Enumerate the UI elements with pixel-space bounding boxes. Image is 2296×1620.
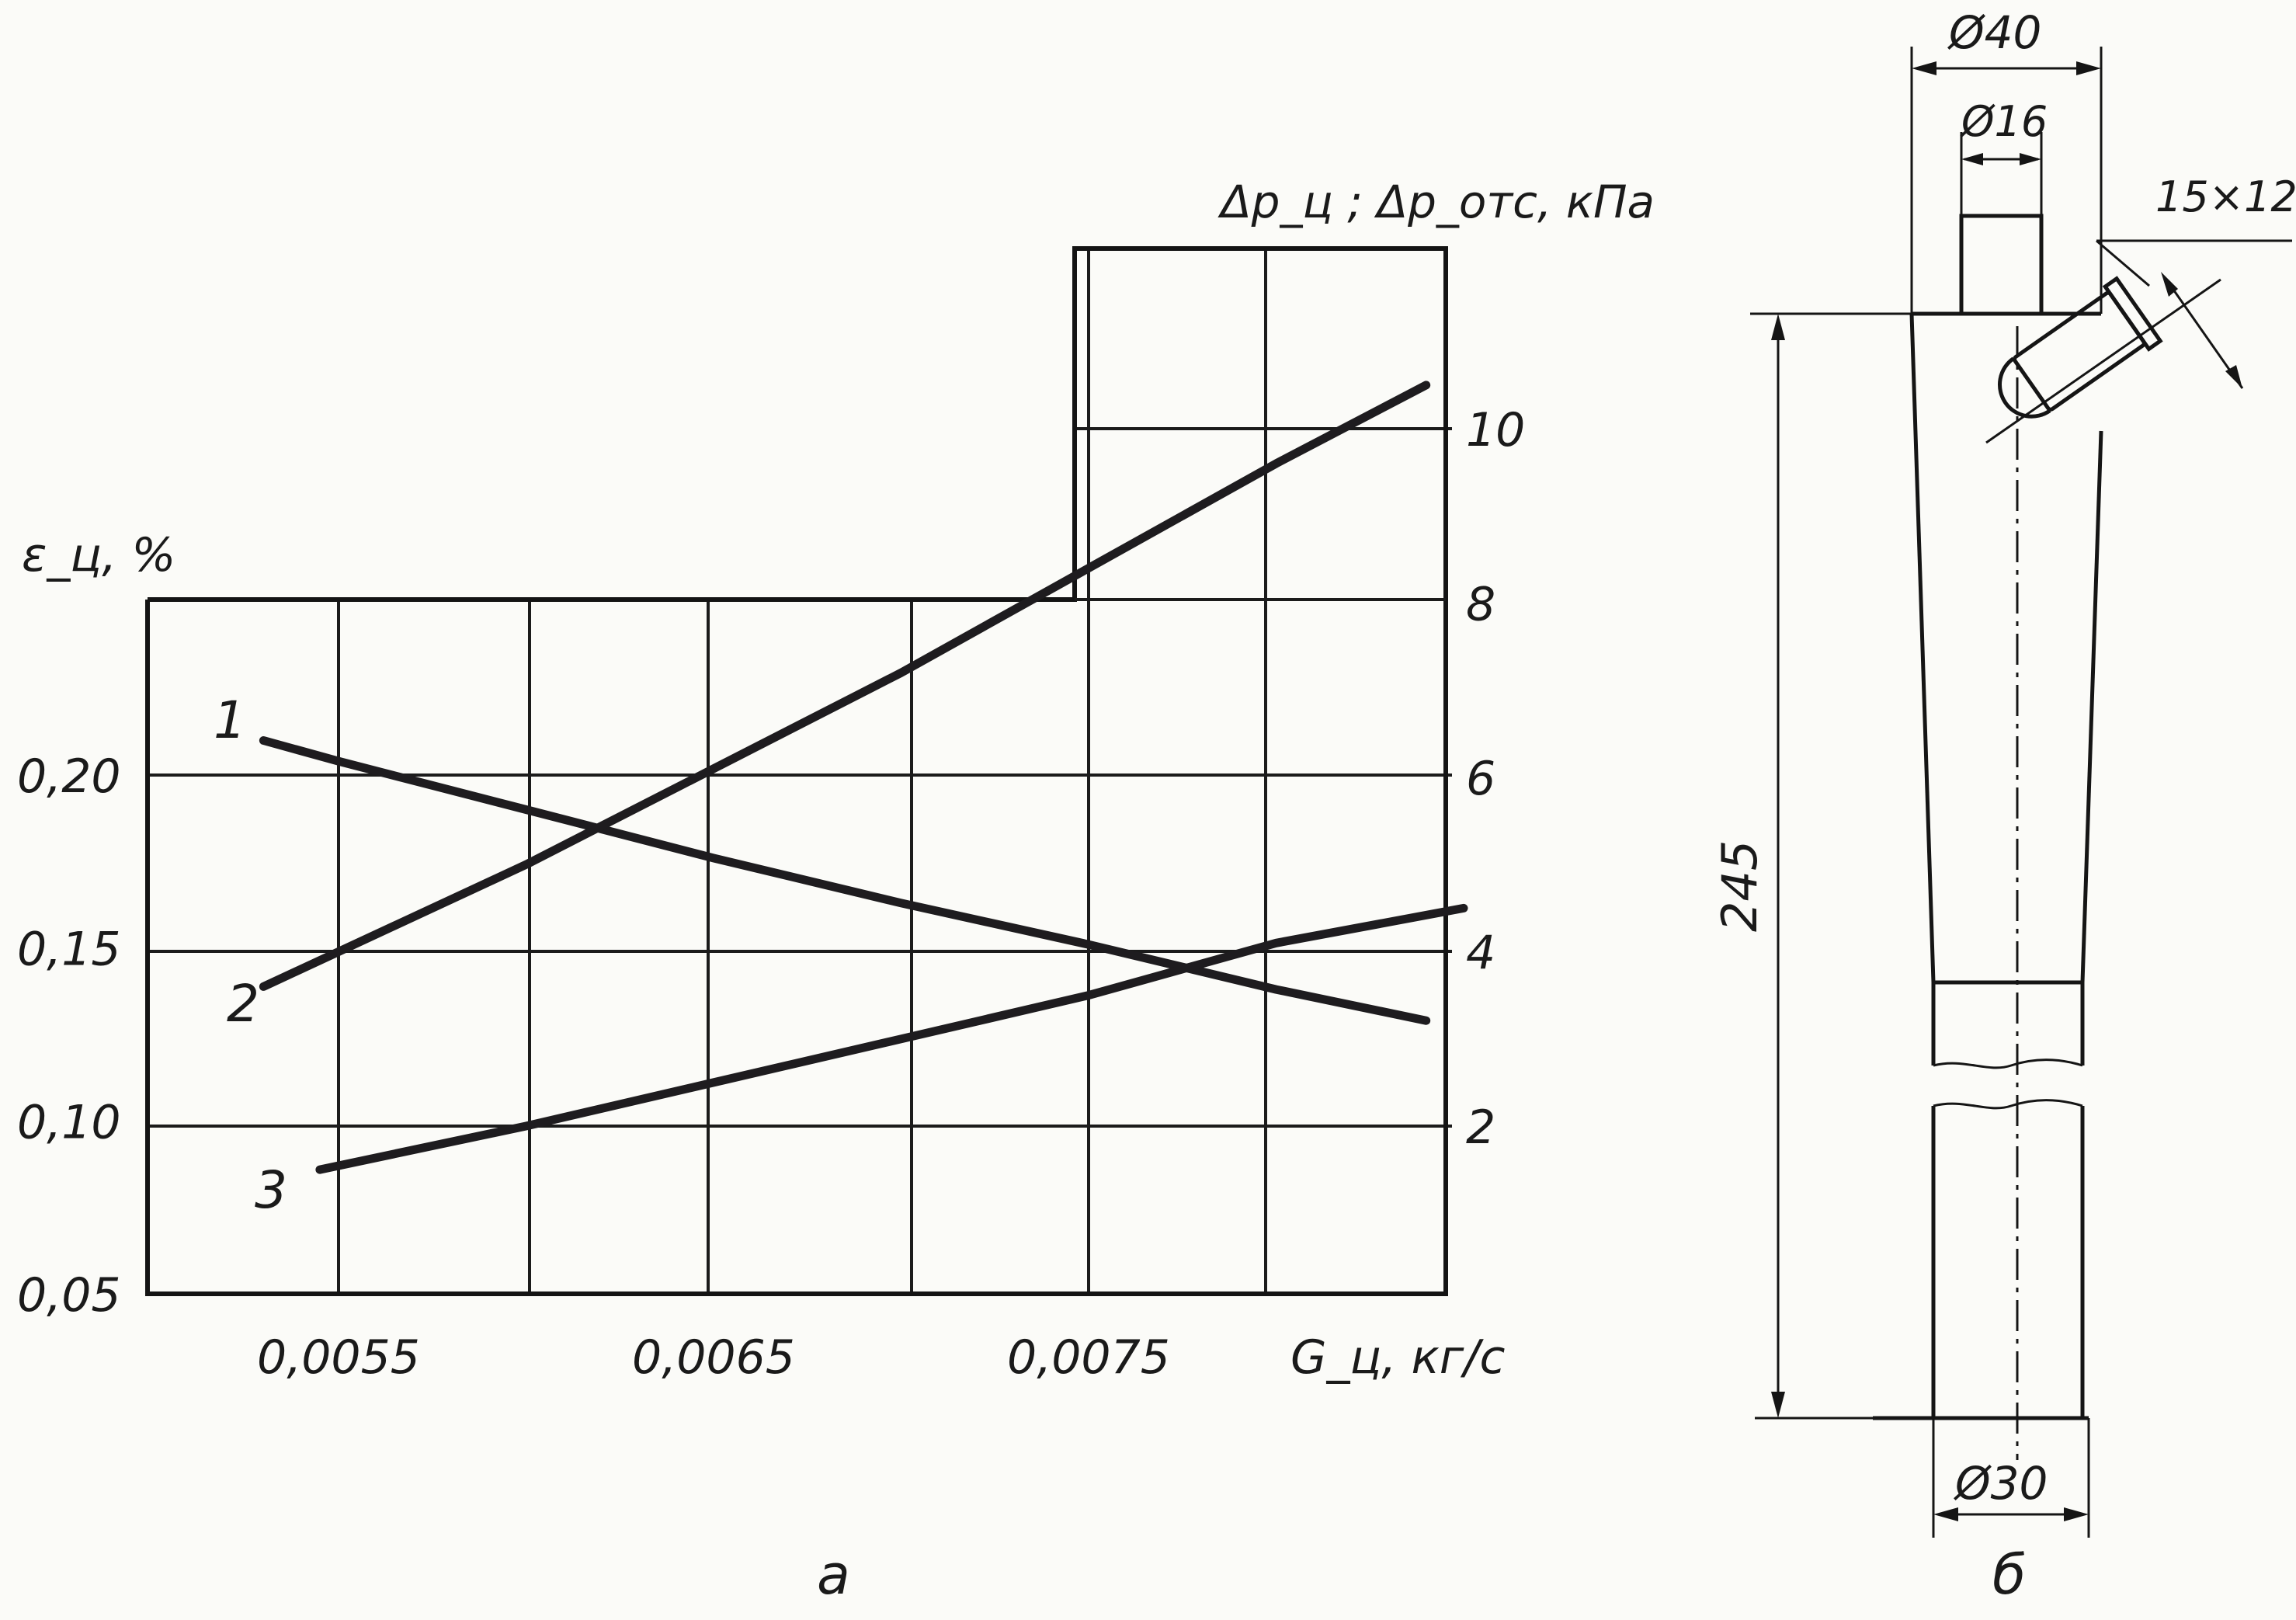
chart-series (259, 381, 1468, 1174)
series-label: 2 (227, 974, 259, 1034)
right-tick-label: 10 (1466, 403, 1525, 457)
dim-inner-diameter: Ø16 (1960, 97, 2048, 146)
x-tick-label: 0,0065 (632, 1330, 795, 1385)
right-tick-label: 4 (1466, 926, 1495, 981)
series-2-line (259, 381, 1431, 991)
series-label: 3 (255, 1160, 287, 1220)
dim-arrows (2161, 272, 2242, 388)
right-tick-label: 2 (1466, 1100, 1495, 1155)
right-tick-label: 8 (1466, 578, 1495, 632)
dim-leader (2096, 239, 2150, 287)
x-tick-label: 0,0055 (257, 1330, 420, 1385)
left-tick-label: 0,10 (17, 1095, 121, 1149)
drawing-caption: б (1992, 1543, 2026, 1607)
left-tick-label: 0,05 (17, 1268, 121, 1323)
dim-bottom-diameter: Ø30 (1954, 1457, 2048, 1510)
series-3-line (315, 903, 1468, 1174)
right-tick-label: 6 (1466, 752, 1495, 806)
break-line (1933, 1059, 2083, 1069)
chart-grid (145, 246, 1452, 1296)
left-axis-label: ε_ц, % (22, 528, 175, 582)
dim-inlet-size: 15×12 (2155, 172, 2296, 221)
right-axis-ticks: 2 4 6 8 10 (1466, 403, 1525, 1155)
left-tick-label: 0,15 (17, 923, 121, 977)
break-line (1933, 1099, 2083, 1110)
inlet-nozzle (1998, 276, 2163, 419)
left-tick-label: 0,20 (17, 749, 121, 804)
x-axis-label: G_ц, кг/с (1290, 1330, 1505, 1385)
dim-top-diameter: Ø40 (1947, 6, 2041, 59)
chart-frame (145, 246, 1448, 1296)
inlet-axis (1985, 278, 2221, 444)
chart-caption: а (817, 1543, 850, 1607)
right-axis-label: Δp_ц ; Δp_отс, кПа (1217, 176, 1655, 228)
series-1-line (259, 736, 1431, 1025)
cyclone-drawing: Ø40 Ø16 15×12 245 Ø30 б (1711, 6, 2296, 1607)
series-label: 1 (214, 690, 246, 750)
dim-arrows (1961, 153, 2041, 165)
x-tick-label: 0,0075 (1007, 1330, 1170, 1385)
body-right-edge (2080, 430, 2103, 983)
dim-height: 245 (1711, 840, 1768, 932)
x-axis-ticks: 0,0055 0,0065 0,0075 (257, 1330, 1170, 1385)
left-axis-ticks: 0,05 0,10 0,15 0,20 (17, 749, 121, 1323)
outlet-tube (1959, 214, 2044, 314)
body-left-edge (1909, 313, 1936, 983)
